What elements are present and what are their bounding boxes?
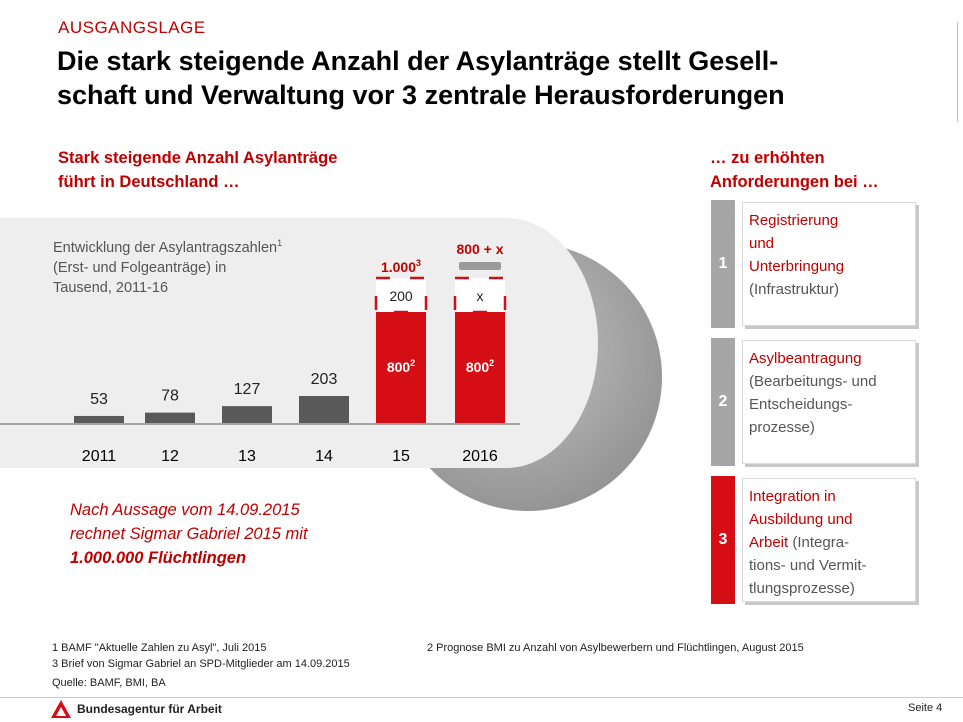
challenge-3-sub-inline: (Integra-: [788, 534, 850, 551]
bar-forecast: [455, 312, 505, 423]
challenge-2: 2 Asylbeantragung (Bearbeitungs- und Ent…: [711, 338, 961, 466]
challenge-1: 1 Registrierung und Unterbringung (Infra…: [711, 200, 961, 328]
challenge-card-3: Integration in Ausbildung und Arbeit (In…: [742, 478, 916, 602]
bar: [299, 396, 349, 423]
highlight-strip: [459, 262, 501, 270]
title-line-2: schaft und Verwaltung vor 3 zentrale Her…: [57, 80, 785, 110]
chart-desc-line-3: Tausend, 2011-16: [53, 279, 169, 296]
bar: [74, 415, 124, 423]
bar-value-label: 78: [161, 388, 179, 405]
page-title: Die stark steigende Anzahl der Asylanträ…: [57, 44, 937, 112]
agency-logo-icon: [51, 700, 71, 718]
total-label-2016: 800 + x: [456, 241, 503, 257]
bar-top-segment: [453, 276, 507, 314]
challenge-card-2: Asylbeantragung (Bearbeitungs- und Entsc…: [742, 340, 916, 464]
footnote-ref: 1: [277, 238, 283, 248]
challenge-1-line-2: und: [749, 235, 775, 252]
right-subtitle: … zu erhöhten Anforderungen bei …: [710, 146, 960, 194]
bar-value-label: 53: [90, 391, 108, 408]
bar-value-label: 8002: [466, 358, 494, 375]
footnote-1: 1 BAMF "Aktuelle Zahlen zu Asyl", Juli 2…: [52, 642, 267, 654]
source-note: Quelle: BAMF, BMI, BA: [52, 677, 166, 689]
footer-divider: [0, 697, 963, 698]
x-tick-label: 15: [392, 448, 410, 465]
bar: [145, 412, 195, 423]
chart-desc-line-1: Entwicklung der Asylantragszahlen: [53, 239, 278, 256]
right-subtitle-line-1: … zu erhöhten: [710, 149, 825, 167]
challenge-card-1: Registrierung und Unterbringung (Infrast…: [742, 202, 916, 326]
left-subtitle: Stark steigende Anzahl Asylanträge führt…: [58, 146, 438, 194]
left-subtitle-line-2: führt in Deutschland …: [58, 173, 240, 191]
challenge-3-sub-2: tlungsprozesse): [749, 580, 855, 597]
x-tick-label: 13: [238, 448, 256, 465]
segment-label: 200: [389, 288, 413, 304]
page-number: Seite 4: [908, 702, 943, 714]
bar-forecast: [376, 312, 426, 423]
section-kicker: AUSGANGSLAGE: [58, 18, 206, 37]
segment-label: x: [477, 288, 484, 304]
challenge-2-sub-3: prozesse): [749, 419, 815, 436]
right-subtitle-line-2: Anforderungen bei …: [710, 173, 879, 191]
chart-panel: [0, 218, 598, 468]
challenge-3: 3 Integration in Ausbildung und Arbeit (…: [711, 476, 961, 604]
challenge-1-line-3: Unterbringung: [749, 258, 845, 275]
bar-value-label: 203: [311, 371, 338, 388]
challenge-3-line-3: Arbeit: [749, 534, 789, 551]
title-line-1: Die stark steigende Anzahl der Asylanträ…: [57, 46, 779, 76]
agency-name: Bundesagentur für Arbeit: [77, 702, 222, 716]
challenge-number-1: 1: [711, 200, 735, 328]
x-tick-label: 2016: [462, 448, 498, 465]
challenge-1-sub: (Infrastruktur): [749, 281, 840, 298]
challenge-number-2: 2: [711, 338, 735, 466]
x-tick-label: 14: [315, 448, 333, 465]
challenge-number-3: 3: [711, 476, 735, 604]
challenge-3-sub-1: tions- und Vermit-: [749, 557, 867, 574]
footnote-2: 2 Prognose BMI zu Anzahl von Asylbewerbe…: [427, 642, 804, 654]
quote-line-3: 1.000.000 Flüchtlingen: [70, 549, 247, 567]
bar: [222, 406, 272, 423]
bars-group: 2011 12 13 14 15 2016 53 78 127 203 8002 8002 200 x 1.…: [74, 241, 507, 465]
chart-desc-line-2: (Erst- und Folgeanträge) in: [53, 259, 227, 276]
challenge-1-line-1: Registrierung: [749, 212, 839, 229]
challenge-3-line-1: Integration in: [749, 488, 836, 505]
challenge-2-line-1: Asylbeantragung: [749, 350, 862, 367]
challenge-2-sub-2: Entscheidungs-: [749, 396, 853, 413]
gabriel-quote: Nach Aussage vom 14.09.2015 rechnet Sigm…: [70, 498, 400, 570]
bar-top-segment: [374, 276, 428, 314]
challenge-3-line-2: Ausbildung und: [749, 511, 853, 528]
title-divider: [957, 22, 958, 122]
total-label-2015: 1.0003: [381, 258, 421, 275]
chart-description: Entwicklung der Asylantragszahlen1 (Erst…: [53, 233, 373, 298]
quote-line-1: Nach Aussage vom 14.09.2015: [70, 501, 300, 519]
challenge-2-sub-1: (Bearbeitungs- und: [749, 373, 877, 390]
bar-value-label: 8002: [387, 358, 415, 375]
bar-value-label: 127: [234, 381, 261, 398]
x-tick-label: 12: [161, 448, 179, 465]
quote-line-2: rechnet Sigmar Gabriel 2015 mit: [70, 525, 308, 543]
footnote-3: 3 Brief von Sigmar Gabriel an SPD-Mitgli…: [52, 658, 350, 670]
left-subtitle-line-1: Stark steigende Anzahl Asylanträge: [58, 149, 338, 167]
x-tick-label: 2011: [82, 448, 117, 465]
